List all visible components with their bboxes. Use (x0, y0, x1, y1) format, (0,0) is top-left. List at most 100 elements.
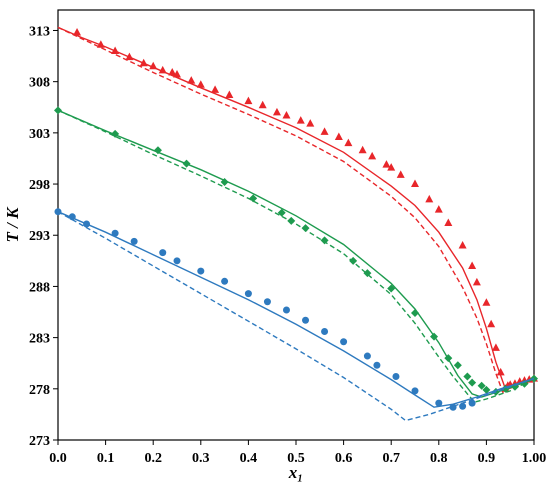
data-point (468, 378, 477, 387)
x-tick-label: 0.5 (287, 451, 305, 466)
data-point (363, 269, 372, 278)
x-tick-label: 0.3 (192, 451, 210, 466)
data-point (363, 352, 371, 360)
data-point (125, 52, 134, 61)
y-tick-label: 313 (29, 24, 50, 39)
data-point (411, 387, 419, 395)
data-point (458, 240, 467, 249)
y-tick-label: 273 (29, 434, 50, 449)
data-point (282, 306, 290, 314)
data-point (149, 61, 158, 70)
data-point (306, 119, 315, 127)
data-point (282, 110, 291, 119)
ticks-layer: 0.0 0.1 0.2 0.3 0.4 0.5 0.6 0.7 0.8 0.9 1.00 273 278… (29, 24, 546, 466)
data-point (444, 218, 453, 226)
x-tick-label: 0.4 (240, 451, 258, 466)
data-point (444, 354, 453, 363)
data-point (459, 402, 467, 410)
data-point (482, 385, 491, 394)
data-point (482, 298, 491, 306)
y-axis-title: T / K (3, 206, 22, 243)
data-point (368, 151, 377, 160)
data-point (287, 216, 296, 225)
data-point (472, 277, 481, 286)
data-point (435, 399, 443, 407)
data-point (344, 138, 353, 147)
data-point (272, 107, 281, 116)
x-tick-label: 0.9 (478, 451, 496, 466)
data-point (54, 106, 62, 115)
series-triangle (57, 26, 538, 395)
data-point (382, 160, 391, 168)
series-circle (54, 208, 535, 422)
data-point (68, 213, 76, 221)
data-point (321, 327, 329, 335)
dashed-model-line (57, 109, 535, 403)
data-point (173, 257, 181, 265)
x-tick-label: 0.6 (335, 451, 353, 466)
data-point (392, 373, 400, 381)
data-point (182, 159, 191, 168)
data-point (263, 298, 271, 306)
solid-model-line (57, 26, 535, 390)
data-point (340, 338, 348, 346)
solid-model-line (57, 109, 535, 398)
x-tick-label: 0.2 (144, 451, 162, 466)
data-point (196, 80, 205, 88)
y-tick-label: 283 (29, 332, 50, 347)
data-point (334, 132, 343, 140)
axes-layer (57, 9, 535, 441)
data-point (487, 319, 496, 328)
dashed-model-line (57, 26, 535, 395)
data-point (302, 316, 310, 324)
data-point (111, 46, 120, 54)
data-point (221, 277, 229, 285)
data-point (491, 343, 500, 351)
data-point (83, 220, 91, 228)
x-tick-label: 1.00 (522, 451, 547, 466)
data-point (130, 237, 138, 245)
data-point (411, 179, 419, 188)
data-point (387, 284, 396, 293)
y-tick-label: 278 (29, 383, 50, 398)
series-diamond (54, 106, 538, 403)
data-point (349, 256, 358, 265)
y-tick-label: 308 (29, 76, 50, 91)
data-point (96, 40, 105, 48)
data-point (468, 399, 476, 407)
data-point (258, 100, 267, 109)
data-point (463, 372, 472, 381)
y-tick-label: 303 (29, 127, 50, 142)
data-point (168, 67, 177, 76)
x-tick-label: 0.0 (49, 451, 67, 466)
data-point (453, 361, 462, 370)
data-point (411, 309, 419, 318)
data-point (220, 178, 229, 186)
data-point (187, 76, 196, 84)
series-layer (54, 26, 538, 422)
data-point (373, 361, 381, 369)
data-point (425, 194, 434, 203)
solid-model-line (57, 211, 535, 408)
data-point (434, 205, 443, 213)
data-point (358, 145, 367, 154)
y-tick-label: 288 (29, 280, 50, 295)
data-point (211, 85, 220, 93)
data-point (468, 261, 477, 269)
data-point (296, 116, 305, 124)
data-point (430, 332, 439, 341)
data-point (244, 290, 252, 298)
data-point (158, 65, 167, 74)
data-point (449, 403, 457, 411)
data-point (320, 127, 329, 135)
data-point (301, 224, 310, 233)
data-point (197, 267, 205, 275)
x-axis-title: x₁ (288, 463, 303, 482)
y-tick-label: 293 (29, 229, 50, 244)
x-tick-label: 0.1 (97, 451, 115, 466)
data-point (225, 90, 234, 98)
x-tick-label: 0.8 (430, 451, 448, 466)
data-point (139, 58, 148, 67)
data-point (320, 236, 329, 245)
